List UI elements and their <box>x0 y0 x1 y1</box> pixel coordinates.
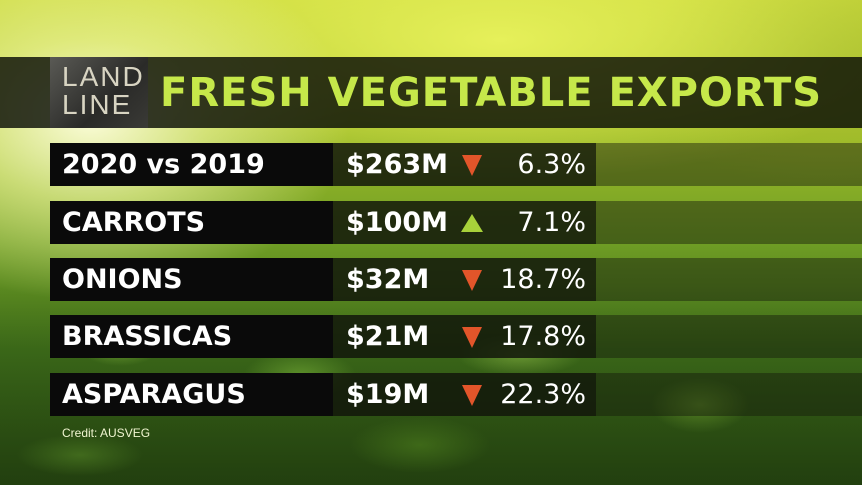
credit-text: Credit: AUSVEG <box>62 426 151 440</box>
stat-row-onions: ONIONS $32M 18.7% <box>50 258 862 301</box>
logo-line1: LAND <box>62 61 145 92</box>
row-label: CARROTS <box>50 201 333 244</box>
row-value: $263M <box>346 149 449 180</box>
value-box <box>333 201 596 244</box>
row-change: 7.1% <box>517 207 586 238</box>
row-label: 2020 vs 2019 <box>50 143 333 186</box>
down-arrow-icon <box>460 268 484 292</box>
down-arrow-icon <box>460 383 484 407</box>
row-tail <box>596 258 862 301</box>
row-tail <box>596 201 862 244</box>
row-tail <box>596 143 862 186</box>
logo-line2: LINE <box>62 89 133 120</box>
row-label: ONIONS <box>50 258 333 301</box>
value-box <box>333 315 596 358</box>
row-label: BRASSICAS <box>50 315 333 358</box>
row-change: 22.3% <box>500 379 586 410</box>
row-change: 17.8% <box>500 321 586 352</box>
stat-row-carrots: CARROTS $100M 7.1% <box>50 201 862 244</box>
up-arrow-icon <box>460 211 484 235</box>
down-arrow-icon <box>460 325 484 349</box>
value-box <box>333 258 596 301</box>
down-arrow-icon <box>460 153 484 177</box>
stat-row-asparagus: ASPARAGUS $19M 22.3% <box>50 373 862 416</box>
row-value: $19M <box>346 379 430 410</box>
row-change: 18.7% <box>500 264 586 295</box>
landline-logo: LAND LINE <box>50 57 148 128</box>
row-tail <box>596 373 862 416</box>
value-box <box>333 373 596 416</box>
row-value: $100M <box>346 207 449 238</box>
page-title: FRESH VEGETABLE EXPORTS <box>160 70 823 116</box>
stat-row-total: 2020 vs 2019 $263M 6.3% <box>50 143 862 186</box>
row-change: 6.3% <box>517 149 586 180</box>
row-value: $32M <box>346 264 430 295</box>
value-box <box>333 143 596 186</box>
stat-row-brassicas: BRASSICAS $21M 17.8% <box>50 315 862 358</box>
row-label: ASPARAGUS <box>50 373 333 416</box>
row-tail <box>596 315 862 358</box>
row-value: $21M <box>346 321 430 352</box>
